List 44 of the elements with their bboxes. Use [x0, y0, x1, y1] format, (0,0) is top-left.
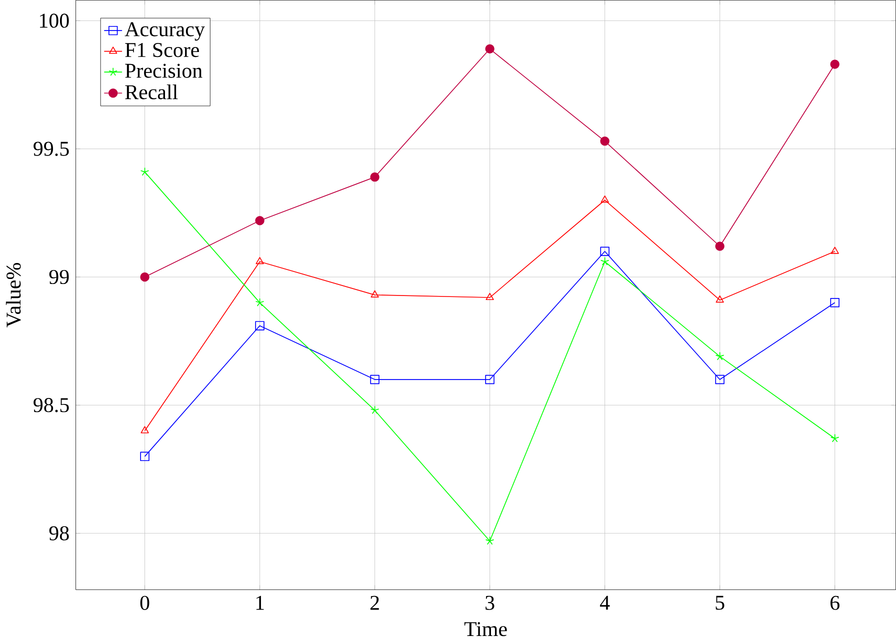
x-tick-label: 4 [600, 596, 610, 610]
y-axis-title: Value% [6, 262, 21, 328]
x-tick-label: 2 [370, 596, 379, 610]
point [140, 272, 150, 282]
x-tick-label: 1 [256, 596, 264, 610]
point [600, 256, 610, 266]
point [600, 136, 610, 146]
point [830, 298, 840, 308]
point [255, 216, 264, 226]
legend-label: F1 Score [125, 42, 199, 58]
point [140, 452, 150, 461]
point [830, 60, 840, 69]
point [600, 246, 610, 256]
point [715, 242, 724, 251]
y-tick-label: 99.5 [34, 142, 69, 156]
point [256, 256, 264, 264]
point [370, 374, 380, 384]
y-tick-label: 99 [49, 270, 69, 284]
x-tick-label: 6 [830, 596, 840, 610]
point [830, 246, 839, 254]
x-tick-label: 3 [486, 596, 494, 610]
point [255, 298, 264, 306]
point [600, 195, 609, 203]
point [485, 44, 494, 54]
legend-label: Accuracy [124, 22, 205, 41]
legend-label: Recall [125, 84, 178, 100]
point [715, 374, 724, 384]
point [255, 321, 264, 330]
x-axis-title: Time [464, 622, 507, 636]
legend-label: Precision [125, 64, 202, 78]
x-tick-label: 0 [140, 596, 150, 610]
x-tick-label: 5 [716, 596, 724, 610]
point [370, 172, 380, 182]
point [716, 295, 724, 303]
y-tick-label: 100 [40, 14, 69, 28]
point [486, 292, 494, 300]
point [370, 406, 380, 414]
point [485, 536, 494, 545]
y-tick-label: 98 [49, 526, 69, 540]
point [485, 374, 494, 384]
point [370, 290, 379, 298]
y-tick-label: 98.5 [34, 398, 69, 412]
point [140, 426, 149, 434]
point [715, 352, 724, 360]
